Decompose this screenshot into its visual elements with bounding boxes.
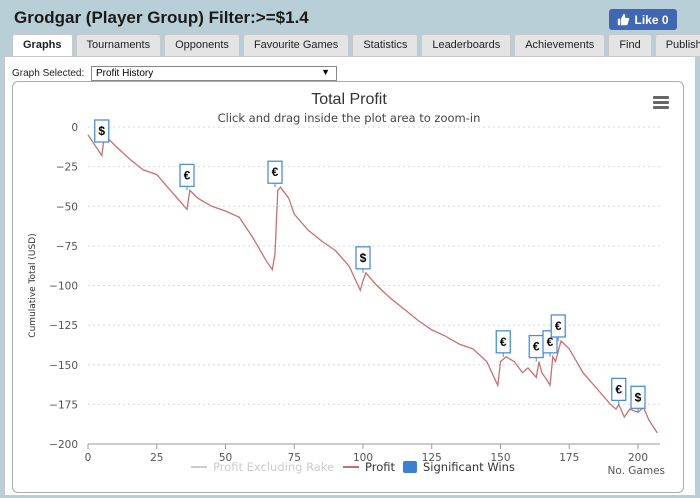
x-tick-label: 50 (219, 452, 232, 464)
graph-select-dropdown[interactable]: Profit History ▼ (91, 66, 337, 81)
x-tick-label: 175 (559, 452, 579, 464)
significant-win-symbol: € (500, 335, 507, 349)
tab-leaderboards[interactable]: Leaderboards (421, 34, 512, 56)
significant-win-flag (630, 385, 646, 409)
x-tick-label: 150 (490, 452, 510, 464)
chart-plot-area[interactable]: 0 −25 −50 −75 −100 −125 −150 −175 −200 0 25 50 75 100… (13, 82, 684, 493)
y-tick-label: −150 (49, 360, 78, 372)
y-tick-label: −100 (49, 281, 78, 293)
graph-select-value: Profit History (96, 68, 154, 79)
graph-select-label: Graph Selected: (12, 68, 85, 79)
y-tick-label: −175 (49, 399, 78, 411)
tab-find[interactable]: Find (608, 34, 652, 56)
significant-win-flag (550, 314, 566, 338)
graphs-panel: Graph Selected: Profit History ▼ Total P… (4, 56, 696, 496)
significant-win-symbol: $ (360, 251, 367, 265)
dropdown-arrow-icon: ▼ (321, 67, 330, 77)
significant-win-flag (94, 119, 110, 143)
page-title: Grodgar (Player Group) Filter:>=$1.4 (14, 8, 309, 27)
profit-series-line (87, 133, 658, 434)
significant-win-flag (355, 246, 371, 270)
tab-publish[interactable]: Publish (654, 34, 700, 56)
significant-win-symbol: € (533, 340, 540, 354)
x-tick-label: 100 (353, 452, 373, 464)
x-tick-label: 0 (85, 452, 92, 464)
chart-title: Total Profit (311, 91, 387, 108)
legend-item-significant-wins: Significant Wins (423, 460, 515, 474)
significant-win-flag (611, 377, 627, 402)
x-tick-label: 125 (422, 452, 442, 464)
significant-win-symbol: € (555, 319, 562, 333)
y-axis-label: Cumulative Total (USD) (28, 233, 38, 337)
legend-marker-significant-wins (403, 461, 417, 473)
y-tick-label: −50 (56, 201, 78, 213)
y-tick-label: −125 (49, 320, 78, 332)
y-tick-label: 0 (71, 122, 78, 134)
significant-win-symbol: € (272, 165, 279, 179)
tab-favourite-games[interactable]: Favourite Games (242, 34, 350, 56)
tab-graphs[interactable]: Graphs (12, 34, 73, 57)
x-axis-label: No. Games (608, 465, 666, 477)
legend-item-profit: Profit (365, 460, 395, 474)
chart-menu-icon[interactable] (653, 96, 669, 110)
significant-win-symbol: € (184, 168, 191, 182)
significant-win-symbol: € (615, 382, 622, 396)
y-tick-label: −25 (56, 162, 78, 174)
thumbs-up-icon (618, 13, 630, 26)
significant-win-flag (495, 330, 511, 354)
significant-win-symbol: € (547, 335, 554, 349)
significant-win-flag (267, 160, 283, 184)
tab-tournaments[interactable]: Tournaments (75, 34, 162, 56)
y-tick-label: −200 (49, 439, 78, 451)
header-bar: Grodgar (Player Group) Filter:>=$1.4 Lik… (0, 0, 700, 34)
x-tick-label: 75 (288, 452, 301, 464)
chart-subtitle: Click and drag inside the plot area to z… (217, 111, 481, 125)
tab-opponents[interactable]: Opponents (164, 34, 240, 56)
significant-win-flag (179, 163, 195, 188)
tab-bar: Graphs Tournaments Opponents Favourite G… (12, 34, 700, 57)
tab-statistics[interactable]: Statistics (352, 34, 419, 56)
significant-win-symbol: $ (98, 124, 105, 138)
x-tick-label: 200 (628, 452, 648, 464)
y-tick-label: −75 (56, 241, 78, 253)
x-tick-label: 25 (150, 452, 163, 464)
significant-win-symbol: $ (635, 390, 642, 404)
like-label: Like 0 (634, 12, 669, 27)
legend-item-profit-excluding-rake: Profit Excluding Rake (213, 460, 334, 474)
chart-container[interactable]: Total Profit Click and drag inside the p… (12, 81, 684, 493)
facebook-like-button[interactable]: Like 0 (609, 9, 677, 30)
tab-achievements[interactable]: Achievements (514, 34, 606, 56)
